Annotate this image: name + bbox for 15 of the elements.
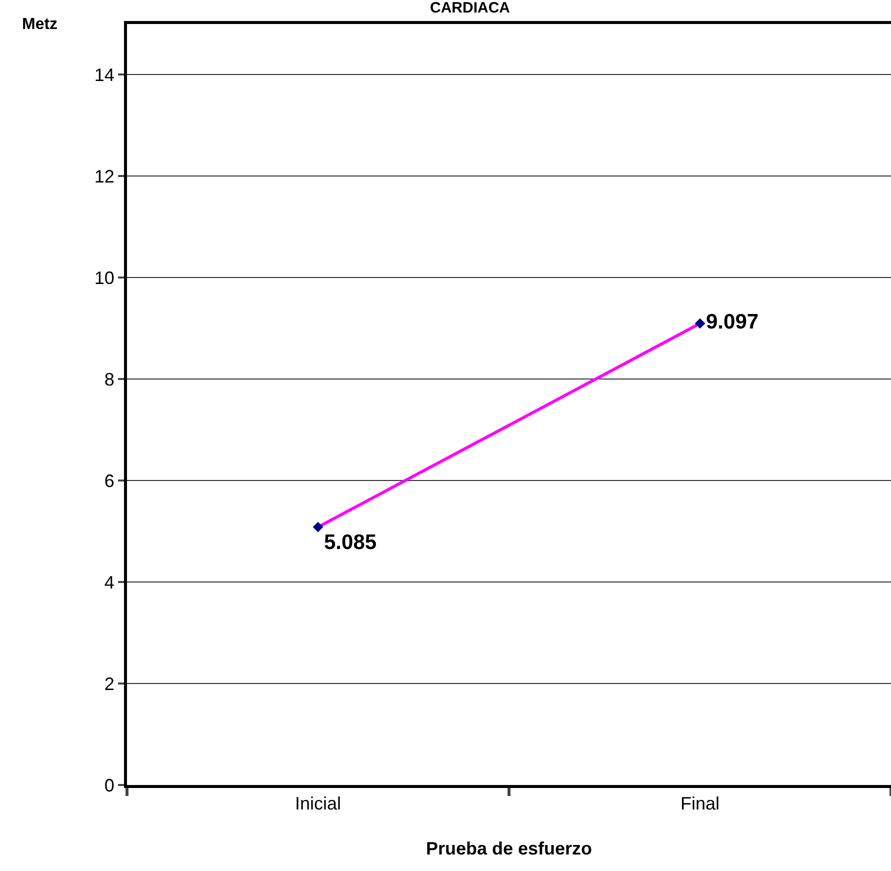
y-tick-label: 8 [104,369,114,390]
y-tick-label: 14 [94,65,114,86]
y-tick-label: 6 [104,470,114,491]
y-tick-label: 4 [104,572,114,592]
data-label: 5.085 [324,530,377,554]
y-tick-label: 12 [94,166,114,186]
y-tick-label: 2 [104,674,114,694]
x-tick-label: Final [680,794,720,814]
y-tick-label: 0 [104,775,114,796]
chart-title: CARDIACA [430,0,510,16]
y-axis-title: Metz [22,16,58,33]
data-label: 9.097 [706,310,759,334]
x-axis-title: Prueba de esfuerzo [426,838,592,859]
x-tick-label: Inicial [294,794,342,814]
y-tick-label: 10 [94,268,114,288]
